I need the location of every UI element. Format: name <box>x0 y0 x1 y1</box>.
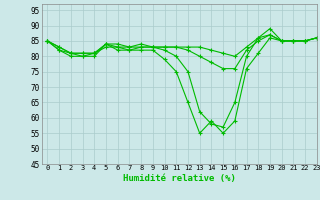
X-axis label: Humidité relative (%): Humidité relative (%) <box>123 174 236 183</box>
